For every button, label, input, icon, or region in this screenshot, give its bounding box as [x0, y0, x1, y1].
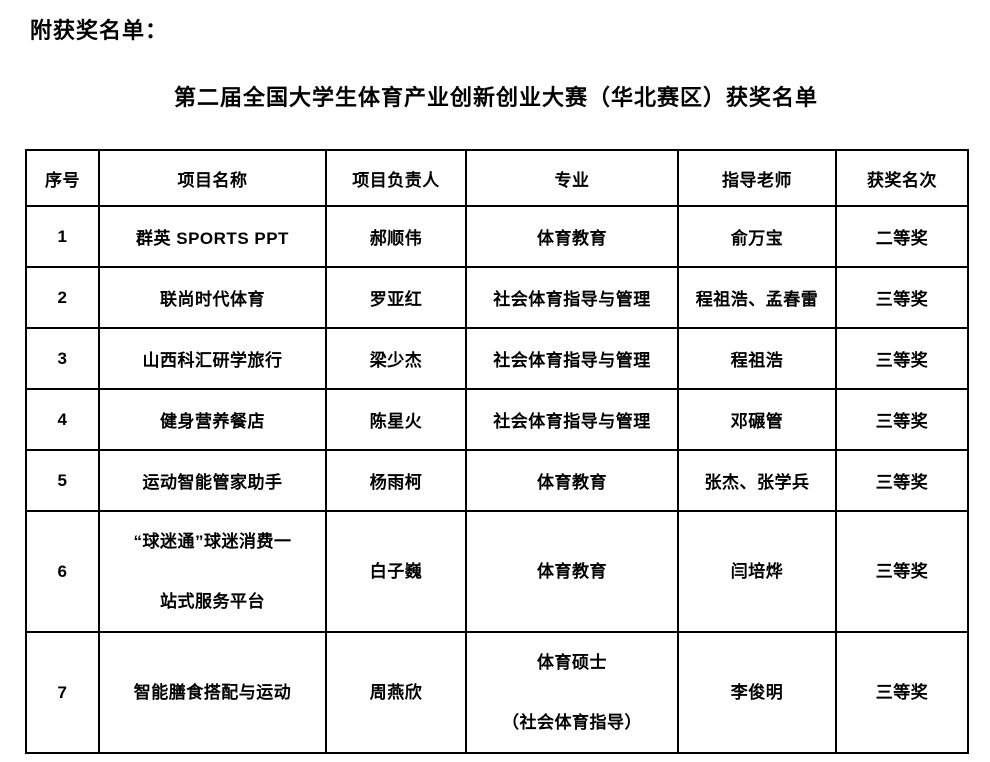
cell-leader: 白子巍	[325, 510, 467, 633]
cell-major: 社会体育指导与管理	[465, 327, 679, 390]
cell-no: 4	[25, 388, 100, 451]
award-table: 序号 项目名称 项目负责人 专业 指导老师 获奖名次 1 群英 SPORTS PP…	[25, 149, 969, 754]
cell-teacher: 李俊明	[677, 631, 837, 754]
table-title: 第二届全国大学生体育产业创新创业大赛（华北赛区）获奖名单	[173, 85, 818, 110]
cell-project: 山西科汇研学旅行	[98, 327, 327, 390]
cell-project: 群英 SPORTS PPT	[98, 205, 327, 268]
cell-no: 6	[25, 510, 100, 633]
cell-award: 三等奖	[835, 510, 969, 633]
cell-leader: 杨雨柯	[325, 449, 467, 512]
cell-no: 7	[25, 631, 100, 754]
cell-teacher: 张杰、张学兵	[677, 449, 837, 512]
header-teacher: 指导老师	[677, 149, 837, 207]
cell-major: 体育教育	[465, 510, 679, 633]
cell-leader: 罗亚红	[325, 266, 467, 329]
cell-project: 健身营养餐店	[98, 388, 327, 451]
page-title: 附获奖名单：	[30, 18, 169, 43]
header-leader: 项目负责人	[325, 149, 467, 207]
cell-teacher: 邓碾管	[677, 388, 837, 451]
cell-project: 智能膳食搭配与运动	[98, 631, 327, 754]
cell-no: 5	[25, 449, 100, 512]
cell-major: 社会体育指导与管理	[465, 266, 679, 329]
header-award: 获奖名次	[835, 149, 969, 207]
cell-teacher: 程祖浩	[677, 327, 837, 390]
cell-project: 运动智能管家助手	[98, 449, 327, 512]
table-row: 7 智能膳食搭配与运动 周燕欣 体育硕士 （社会体育指导） 李俊明 三等奖	[25, 631, 969, 754]
table-header-row: 序号 项目名称 项目负责人 专业 指导老师 获奖名次	[25, 149, 969, 207]
award-table-body: 1 群英 SPORTS PPT 郝顺伟 体育教育 俞万宝 二等奖 2 联尚时代体育 罗亚红 社会体…	[25, 205, 969, 754]
cell-teacher: 程祖浩、孟春雷	[677, 266, 837, 329]
cell-award: 二等奖	[835, 205, 969, 268]
cell-no: 2	[25, 266, 100, 329]
cell-award: 三等奖	[835, 449, 969, 512]
table-row: 6 “球迷通”球迷消费一 站式服务平台 白子巍 体育教育 闫培烨 三等奖	[25, 510, 969, 633]
cell-leader: 周燕欣	[325, 631, 467, 754]
cell-leader: 陈星火	[325, 388, 467, 451]
header-no: 序号	[25, 149, 100, 207]
cell-no: 3	[25, 327, 100, 390]
cell-no: 1	[25, 205, 100, 268]
header-major: 专业	[465, 149, 679, 207]
cell-award: 三等奖	[835, 388, 969, 451]
cell-award: 三等奖	[835, 327, 969, 390]
cell-teacher: 闫培烨	[677, 510, 837, 633]
cell-project: 联尚时代体育	[98, 266, 327, 329]
table-row: 2 联尚时代体育 罗亚红 社会体育指导与管理 程祖浩、孟春雷 三等奖	[25, 266, 969, 329]
header-project: 项目名称	[98, 149, 327, 207]
cell-project: “球迷通”球迷消费一 站式服务平台	[98, 510, 327, 633]
table-row: 4 健身营养餐店 陈星火 社会体育指导与管理 邓碾管 三等奖	[25, 388, 969, 451]
cell-award: 三等奖	[835, 631, 969, 754]
cell-leader: 郝顺伟	[325, 205, 467, 268]
cell-leader: 梁少杰	[325, 327, 467, 390]
table-row: 5 运动智能管家助手 杨雨柯 体育教育 张杰、张学兵 三等奖	[25, 449, 969, 512]
cell-major: 社会体育指导与管理	[465, 388, 679, 451]
table-row: 1 群英 SPORTS PPT 郝顺伟 体育教育 俞万宝 二等奖	[25, 205, 969, 268]
cell-teacher: 俞万宝	[677, 205, 837, 268]
cell-major: 体育教育	[465, 449, 679, 512]
cell-major: 体育教育	[465, 205, 679, 268]
cell-award: 三等奖	[835, 266, 969, 329]
cell-major: 体育硕士 （社会体育指导）	[465, 631, 679, 754]
table-row: 3 山西科汇研学旅行 梁少杰 社会体育指导与管理 程祖浩 三等奖	[25, 327, 969, 390]
